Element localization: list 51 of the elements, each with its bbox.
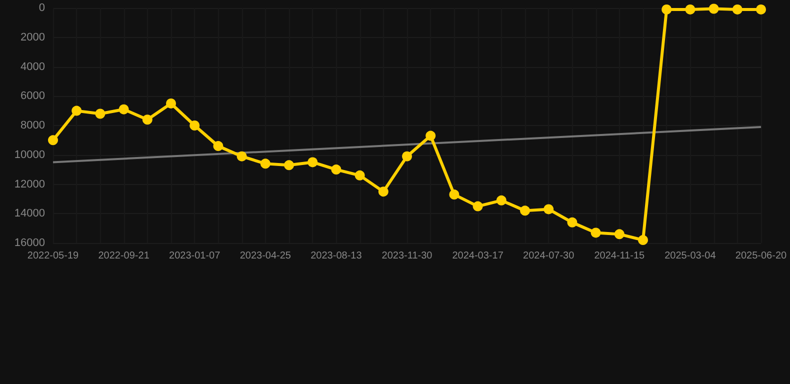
point xyxy=(354,170,365,180)
point xyxy=(284,160,294,170)
x-tick-label: 2023-04-25 xyxy=(240,250,292,262)
point xyxy=(732,4,742,14)
y-tick-label: 10000 xyxy=(14,148,45,161)
point xyxy=(590,228,601,238)
point xyxy=(308,157,318,168)
x-tick-label: 2025-06-20 xyxy=(735,250,788,262)
point xyxy=(544,204,554,214)
point xyxy=(95,108,106,119)
point xyxy=(142,114,152,125)
point xyxy=(708,4,719,14)
y-tick-label: 4000 xyxy=(20,60,45,73)
y-tick-label: 12000 xyxy=(14,178,45,190)
x-tick-label: 2023-08-13 xyxy=(310,250,362,262)
y-tick-label: 14000 xyxy=(14,208,45,220)
x-tick-label: 2024-03-17 xyxy=(452,250,504,262)
point xyxy=(260,158,270,169)
point xyxy=(190,120,200,130)
point xyxy=(756,4,766,14)
point xyxy=(496,195,506,206)
point xyxy=(426,130,436,141)
point xyxy=(685,4,696,14)
point xyxy=(48,135,58,146)
point xyxy=(614,229,624,240)
y-tick-label: 16000 xyxy=(14,237,45,249)
point xyxy=(213,141,224,152)
y-tick-label: 2000 xyxy=(20,31,45,44)
point xyxy=(449,190,460,200)
point xyxy=(236,151,247,162)
x-tick-label: 2022-05-19 xyxy=(27,250,80,262)
point xyxy=(638,235,648,246)
point xyxy=(402,151,412,162)
point xyxy=(567,217,578,228)
x-tick-label: 2023-01-07 xyxy=(169,250,221,262)
x-tick-label: 2025-03-04 xyxy=(664,250,716,262)
point xyxy=(118,104,129,114)
point xyxy=(166,98,176,108)
x-tick-label: 2024-11-15 xyxy=(594,250,646,262)
y-tick-label: 0 xyxy=(38,2,45,14)
y-tick-label: 6000 xyxy=(20,90,45,102)
point xyxy=(662,4,672,14)
x-tick-label: 2022-09-21 xyxy=(98,250,150,262)
point xyxy=(331,164,342,175)
point xyxy=(472,201,483,212)
y-tick-label: 8000 xyxy=(20,120,45,132)
x-tick-label: 2024-07-30 xyxy=(523,250,575,262)
point xyxy=(72,106,82,116)
point xyxy=(520,206,530,216)
point xyxy=(378,186,388,197)
x-tick-label: 2023-11-30 xyxy=(382,250,433,262)
